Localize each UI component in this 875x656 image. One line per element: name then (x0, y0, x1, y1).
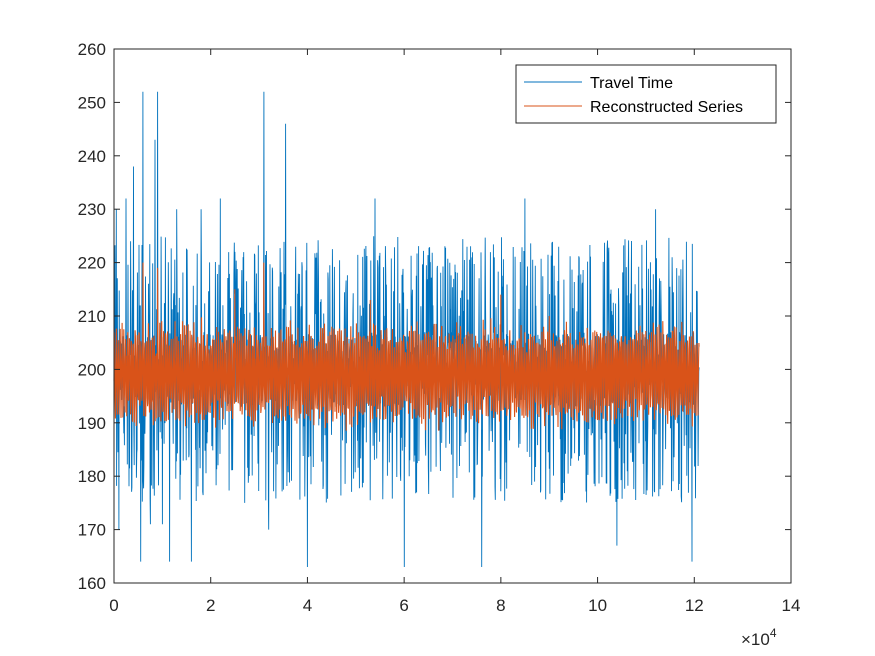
y-tick-label: 160 (78, 574, 106, 593)
y-axis-ticks: 160 170 180 190 200 210 220 230 240 250 260 (78, 40, 791, 593)
x-axis-multiplier: ×104 (741, 626, 777, 649)
y-tick-label: 250 (78, 93, 106, 112)
y-tick-label: 260 (78, 40, 106, 59)
legend-box (515, 64, 777, 124)
y-tick-label: 240 (78, 147, 106, 166)
x-tick-label: 12 (685, 596, 704, 615)
x-tick-label: 14 (782, 596, 801, 615)
legend-label-reconstructed-series: Reconstructed Series (590, 99, 743, 116)
x-tick-label: 0 (109, 596, 118, 615)
x-tick-label: 2 (206, 596, 215, 615)
series-group (113, 91, 700, 568)
x-axis-ticks: 0 2 4 6 8 10 12 14 (109, 49, 800, 615)
x-tick-label: 8 (496, 596, 505, 615)
legend-label-travel-time: Travel Time (590, 75, 673, 92)
legend: Travel Time Reconstructed Series (515, 64, 777, 124)
x-axis-multiplier-base: ×10 (741, 630, 770, 649)
x-tick-label: 6 (399, 596, 408, 615)
series-line-reconstructed-series (113, 262, 700, 431)
x-axis-multiplier-exponent: 4 (770, 626, 777, 640)
y-tick-label: 210 (78, 307, 106, 326)
y-tick-label: 190 (78, 414, 106, 433)
y-tick-label: 220 (78, 254, 106, 273)
y-tick-label: 170 (78, 521, 106, 540)
y-tick-label: 230 (78, 200, 106, 219)
y-tick-label: 180 (78, 467, 106, 486)
x-tick-label: 4 (303, 596, 312, 615)
y-tick-label: 200 (78, 360, 106, 379)
x-tick-label: 10 (588, 596, 607, 615)
